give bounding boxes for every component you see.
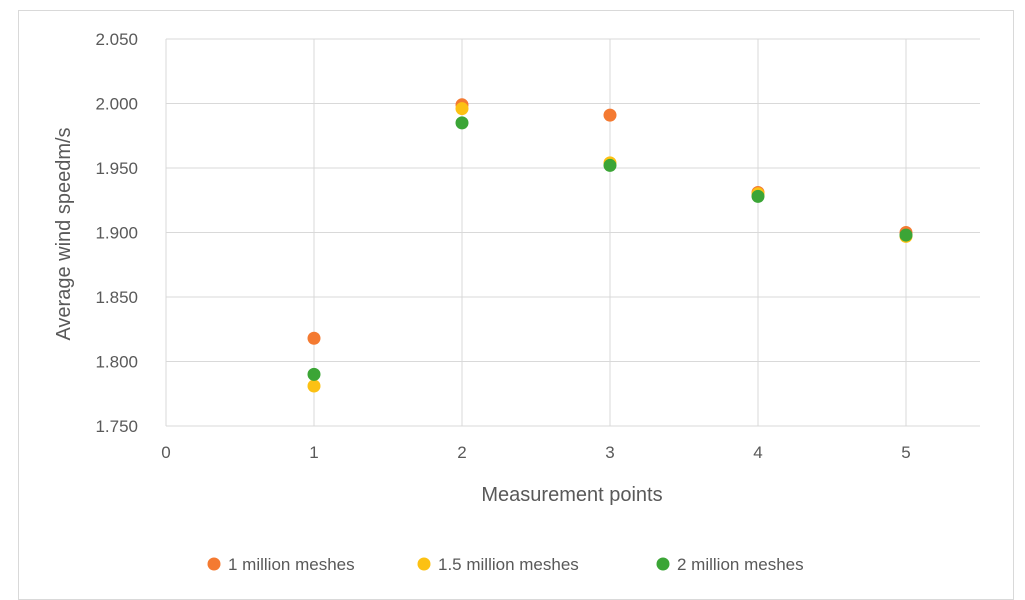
- legend-item: 1.5 million meshes: [417, 555, 579, 574]
- y-tick-label: 1.900: [95, 224, 138, 243]
- data-point: [307, 379, 321, 393]
- legend-marker: [656, 557, 670, 571]
- data-point: [603, 158, 617, 172]
- x-tick-label: 2: [457, 443, 466, 462]
- grid: [165, 38, 980, 427]
- data-points: [307, 98, 913, 393]
- legend-label: 2 million meshes: [677, 555, 804, 574]
- legend-label: 1.5 million meshes: [438, 555, 579, 574]
- data-point: [455, 116, 469, 130]
- y-tick-label: 1.800: [95, 353, 138, 372]
- x-tick-label: 0: [161, 443, 170, 462]
- legend-label: 1 million meshes: [228, 555, 355, 574]
- y-axis-ticks: 1.750 1.800 1.850 1.900 1.950 2.000 2.050: [95, 30, 138, 436]
- data-point: [603, 108, 617, 122]
- data-point: [307, 367, 321, 381]
- data-point: [455, 102, 469, 116]
- y-tick-label: 1.750: [95, 417, 138, 436]
- y-axis-label: Average wind speedm/s: [53, 127, 75, 340]
- legend-marker: [417, 557, 431, 571]
- x-tick-label: 5: [901, 443, 910, 462]
- data-point: [751, 189, 765, 203]
- x-tick-label: 1: [309, 443, 318, 462]
- x-tick-label: 3: [605, 443, 614, 462]
- x-axis-ticks: 0 1 2 3 4 5: [161, 443, 910, 462]
- x-axis-label: Measurement points: [481, 484, 662, 506]
- data-point: [899, 228, 913, 242]
- x-tick-label: 4: [753, 443, 762, 462]
- y-tick-label: 1.950: [95, 159, 138, 178]
- data-point: [307, 331, 321, 345]
- legend-item: 2 million meshes: [656, 555, 804, 574]
- y-tick-label: 1.850: [95, 288, 138, 307]
- legend-marker: [207, 557, 221, 571]
- y-tick-label: 2.000: [95, 95, 138, 114]
- y-tick-label: 2.050: [95, 30, 138, 49]
- legend-item: 1 million meshes: [207, 555, 355, 574]
- legend: 1 million meshes 1.5 million meshes 2 mill…: [207, 555, 804, 574]
